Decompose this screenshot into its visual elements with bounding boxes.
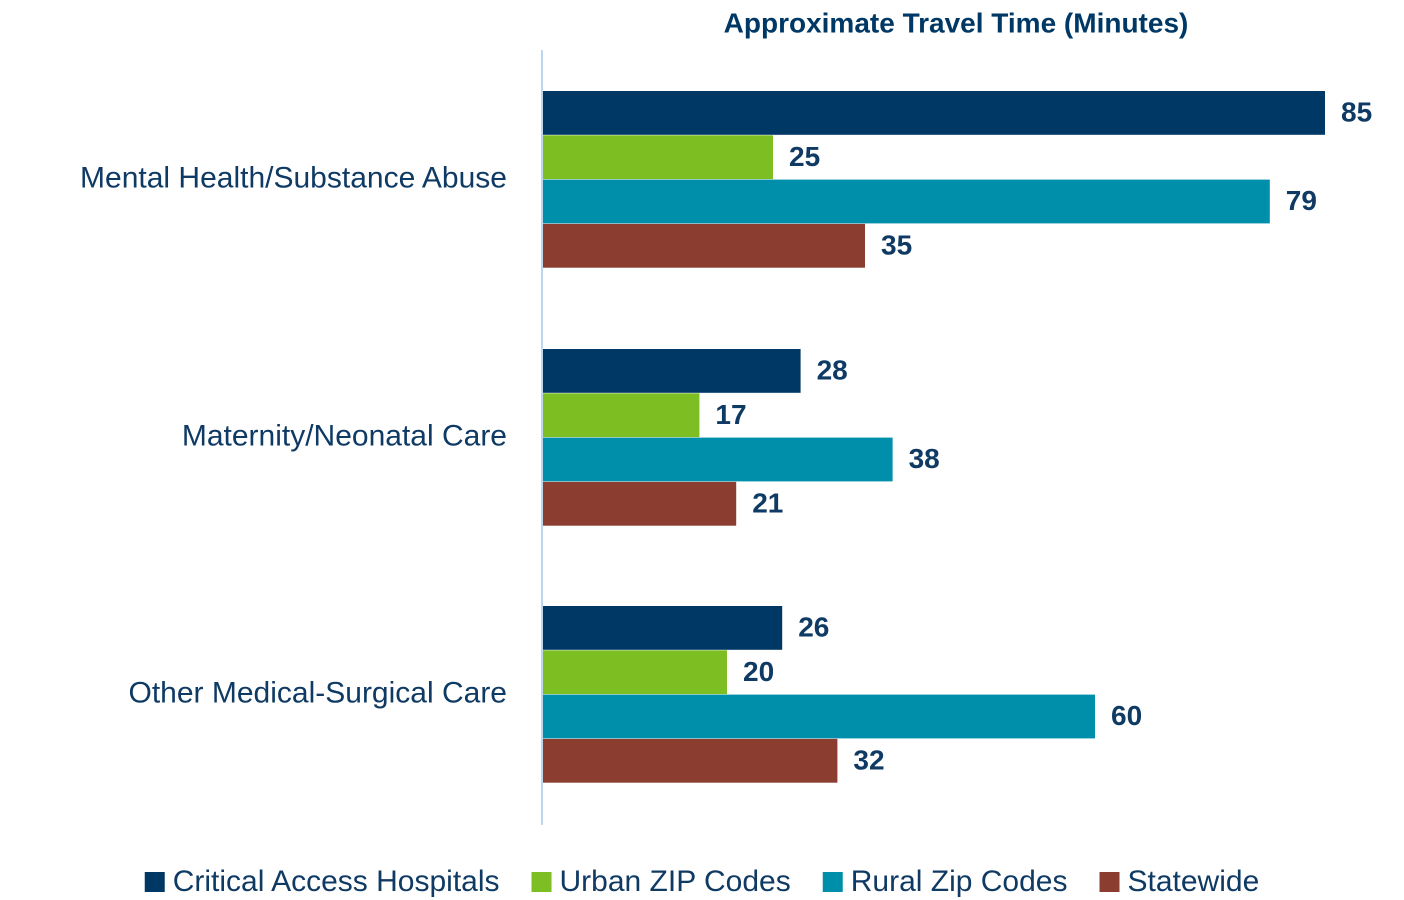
category-label: Maternity/Neonatal Care bbox=[182, 420, 507, 453]
value-label: 21 bbox=[752, 487, 783, 518]
legend-label: Urban ZIP Codes bbox=[560, 865, 791, 898]
bar bbox=[543, 179, 1270, 224]
value-label: 25 bbox=[789, 141, 820, 172]
value-label: 85 bbox=[1341, 97, 1372, 128]
bar bbox=[543, 135, 773, 180]
value-label: 79 bbox=[1286, 185, 1317, 216]
bar bbox=[543, 650, 727, 695]
legend-swatch bbox=[822, 872, 843, 892]
value-label: 32 bbox=[853, 744, 884, 775]
bar bbox=[543, 349, 801, 393]
bar bbox=[543, 738, 838, 783]
bar bbox=[543, 481, 737, 526]
value-label: 20 bbox=[743, 656, 774, 687]
bar bbox=[543, 437, 893, 482]
bar bbox=[543, 393, 700, 438]
value-label: 26 bbox=[798, 612, 829, 643]
value-label: 28 bbox=[817, 355, 848, 386]
value-label: 60 bbox=[1111, 700, 1142, 731]
legend-swatch bbox=[144, 872, 165, 892]
value-label: 35 bbox=[881, 229, 912, 260]
legend-label: Rural Zip Codes bbox=[851, 865, 1068, 898]
bar bbox=[543, 606, 783, 650]
legend-label: Critical Access Hospitals bbox=[173, 865, 500, 898]
legend-label: Statewide bbox=[1128, 865, 1260, 898]
bar bbox=[543, 694, 1095, 739]
category-label: Other Medical-Surgical Care bbox=[129, 677, 507, 710]
value-label: 38 bbox=[909, 443, 940, 474]
category-label: Mental Health/Substance Abuse bbox=[80, 162, 507, 195]
bar bbox=[543, 223, 865, 268]
bar bbox=[543, 91, 1325, 135]
legend-swatch bbox=[531, 872, 552, 892]
legend-swatch bbox=[1099, 872, 1120, 892]
chart-title: Approximate Travel Time (Minutes) bbox=[724, 7, 1189, 38]
value-label: 17 bbox=[715, 399, 746, 430]
